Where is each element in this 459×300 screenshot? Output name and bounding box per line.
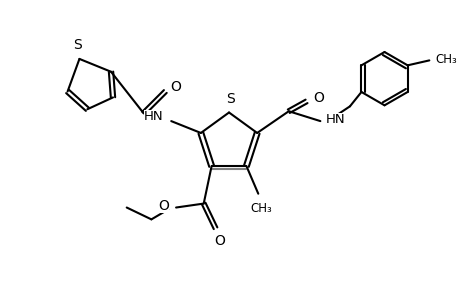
Text: HN: HN [143, 110, 163, 123]
Text: O: O [213, 234, 224, 248]
Text: S: S [225, 92, 234, 106]
Text: S: S [73, 38, 82, 52]
Text: CH₃: CH₃ [250, 202, 272, 214]
Text: HN: HN [325, 112, 344, 126]
Text: O: O [170, 80, 181, 94]
Text: O: O [158, 199, 169, 212]
Text: CH₃: CH₃ [434, 53, 456, 66]
Text: O: O [313, 92, 324, 105]
